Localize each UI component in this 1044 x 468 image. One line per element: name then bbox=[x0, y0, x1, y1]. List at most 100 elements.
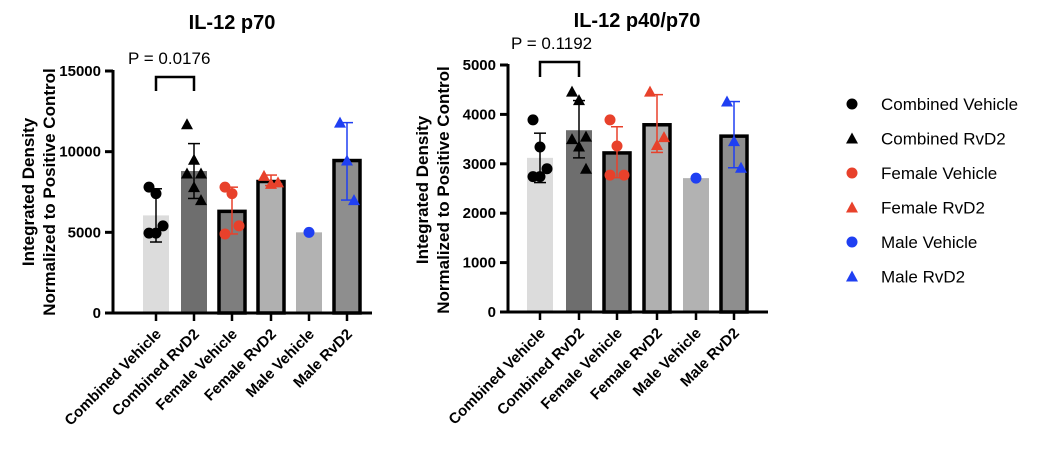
bar-group bbox=[296, 226, 322, 313]
data-point-triangle bbox=[566, 133, 578, 145]
data-point-triangle bbox=[573, 94, 585, 106]
legend-label: Female RvD2 bbox=[881, 199, 985, 218]
data-point-circle bbox=[150, 227, 162, 239]
data-point-circle bbox=[690, 172, 702, 184]
data-point-circle bbox=[226, 188, 238, 200]
data-point-triangle bbox=[644, 85, 656, 97]
data-point-triangle bbox=[348, 194, 360, 206]
bar bbox=[683, 178, 709, 312]
legend-label: Combined RvD2 bbox=[881, 130, 1006, 149]
legend-label: Male Vehicle bbox=[881, 233, 977, 252]
data-point-circle bbox=[604, 114, 616, 126]
data-point-circle bbox=[233, 220, 245, 232]
data-point-triangle bbox=[580, 162, 592, 174]
bar-group bbox=[181, 118, 207, 313]
bar-group bbox=[566, 85, 592, 312]
data-point-triangle bbox=[181, 118, 193, 130]
data-point-triangle bbox=[334, 116, 346, 128]
bar-group bbox=[217, 181, 247, 315]
y-tick-label: 0 bbox=[488, 304, 496, 321]
chart-il12-p70: IL-12 p70 Integrated Density Normalized … bbox=[19, 12, 372, 429]
data-point-circle bbox=[541, 163, 553, 175]
bar bbox=[256, 179, 286, 315]
legend-marker-circle bbox=[846, 236, 858, 248]
legend-item: Male RvD2 bbox=[846, 268, 965, 287]
legend-marker-triangle bbox=[846, 201, 858, 213]
y-tick-label: 4000 bbox=[463, 106, 496, 123]
chart-il12-p40-p70: IL-12 p40/p70 Integrated Density Normali… bbox=[413, 10, 768, 428]
legend-marker-circle bbox=[846, 167, 858, 179]
data-point-triangle bbox=[195, 194, 207, 206]
data-point-triangle bbox=[651, 139, 663, 151]
data-point-triangle bbox=[188, 181, 200, 193]
y-tick-label: 1000 bbox=[463, 255, 496, 272]
data-point-triangle bbox=[272, 176, 284, 188]
y-axis-label-line1: Integrated Density bbox=[19, 117, 38, 266]
y-tick-label: 2000 bbox=[463, 205, 496, 222]
data-point-triangle bbox=[566, 85, 578, 97]
y-tick-label: 15000 bbox=[59, 63, 101, 80]
bar-group bbox=[143, 181, 169, 313]
legend-label: Female Vehicle bbox=[881, 164, 997, 183]
data-point-circle bbox=[219, 181, 231, 193]
y-tick-label: 3000 bbox=[463, 156, 496, 173]
y-tick-label: 0 bbox=[93, 305, 101, 322]
data-point-circle bbox=[618, 169, 630, 181]
y-axis-label-line1: Integrated Density bbox=[413, 115, 432, 264]
data-point-circle bbox=[303, 226, 315, 238]
legend-item: Female RvD2 bbox=[846, 199, 985, 218]
y-tick-label: 5000 bbox=[463, 57, 496, 74]
data-point-circle bbox=[219, 228, 231, 240]
significance-bracket bbox=[154, 75, 196, 91]
bar bbox=[566, 130, 592, 312]
legend: Combined Vehicle Combined RvD2 Female Vehi… bbox=[846, 95, 1018, 287]
legend-item: Combined RvD2 bbox=[846, 130, 1006, 149]
bar bbox=[296, 232, 322, 313]
p-value-annotation: P = 0.1192 bbox=[511, 34, 592, 53]
bar-group bbox=[332, 116, 362, 315]
data-point-circle bbox=[604, 169, 616, 181]
legend-item: Female Vehicle bbox=[846, 164, 997, 183]
bar-group bbox=[527, 114, 553, 312]
bar-group bbox=[683, 172, 709, 312]
data-point-triangle bbox=[195, 167, 207, 179]
data-point-triangle bbox=[573, 140, 585, 152]
data-point-triangle bbox=[580, 130, 592, 142]
data-point-triangle bbox=[258, 169, 270, 181]
data-point-triangle bbox=[735, 161, 747, 173]
data-point-circle bbox=[143, 181, 155, 193]
legend-item: Combined Vehicle bbox=[846, 95, 1018, 114]
legend-item: Male Vehicle bbox=[846, 233, 977, 252]
legend-marker-triangle bbox=[846, 270, 858, 282]
y-axis-label-line2: Normalized to Positive Control bbox=[434, 66, 453, 313]
legend-label: Combined Vehicle bbox=[881, 95, 1018, 114]
data-point-circle bbox=[534, 141, 546, 153]
chart-title: IL-12 p40/p70 bbox=[574, 10, 701, 32]
data-point-triangle bbox=[341, 154, 353, 166]
data-point-triangle bbox=[188, 153, 200, 165]
data-point-circle bbox=[150, 188, 162, 200]
y-axis-label-line2: Normalized to Positive Control bbox=[40, 68, 59, 315]
bar-group bbox=[602, 114, 632, 314]
legend-marker-circle bbox=[846, 98, 858, 110]
data-point-circle bbox=[157, 220, 169, 232]
significance-bracket bbox=[538, 60, 581, 77]
bar-group bbox=[719, 95, 749, 314]
data-point-circle bbox=[534, 171, 546, 183]
y-tick-label: 10000 bbox=[59, 144, 101, 161]
bar-group bbox=[256, 169, 286, 315]
p-value-annotation: P = 0.0176 bbox=[128, 49, 210, 68]
data-point-triangle bbox=[181, 167, 193, 179]
data-point-triangle bbox=[658, 131, 670, 143]
data-point-circle bbox=[527, 114, 539, 126]
legend-label: Male RvD2 bbox=[881, 268, 965, 287]
chart-title: IL-12 p70 bbox=[189, 12, 276, 34]
data-point-circle bbox=[611, 140, 623, 152]
data-point-triangle bbox=[721, 95, 733, 107]
bar bbox=[527, 157, 553, 312]
y-tick-label: 5000 bbox=[68, 224, 101, 241]
bar-group bbox=[642, 85, 672, 314]
data-point-triangle bbox=[728, 135, 740, 147]
legend-marker-triangle bbox=[846, 132, 858, 144]
